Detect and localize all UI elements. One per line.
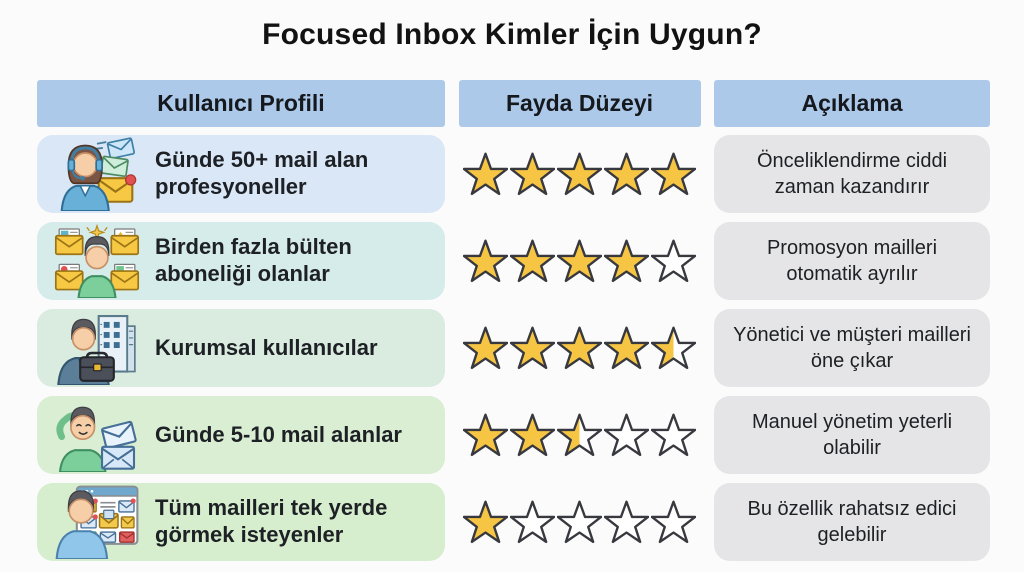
star-icon [463,152,508,196]
casual-user-few-emails-icon [43,396,151,474]
explanation-cell: Promosyon mailleri otomatik ayrılır [714,222,990,300]
corporate-user-icon [43,309,151,387]
star-icon [651,152,696,196]
star-icon [604,500,649,544]
table-row: Kurumsal kullanıcılar Yönetici ve müşter… [37,309,990,387]
star-icon [463,239,508,283]
star-icon [651,326,696,370]
table-body: Günde 50+ mail alan profesyoneller Öncel… [37,135,990,561]
star-rating [459,396,701,474]
star-icon [651,500,696,544]
profile-label: Tüm mailleri tek yerde görmek isteyenler [155,495,388,547]
profile-cell: Günde 50+ mail alan profesyoneller [37,135,445,213]
table-row: Birden fazla bülten aboneliği olanlar Pr… [37,222,990,300]
explanation-cell: Manuel yönetim yeterli olabilir [714,396,990,474]
star-icon [463,326,508,370]
header-user-profile: Kullanıcı Profili [37,80,445,127]
star-icon [557,326,602,370]
profile-cell: Günde 5-10 mail alanlar [37,396,445,474]
star-icon [510,413,555,457]
page-title: Focused Inbox Kimler İçin Uygun? [262,18,762,51]
star-icon [651,413,696,457]
star-icon [510,326,555,370]
star-rating [459,222,701,300]
table-row: Günde 50+ mail alan profesyoneller Öncel… [37,135,990,213]
profile-label: Günde 50+ mail alan profesyoneller [155,147,369,199]
star-icon [604,326,649,370]
support-agent-with-emails-icon [43,135,151,213]
header-benefit-level: Fayda Düzeyi [458,80,701,127]
star-icon [557,413,602,457]
star-icon [604,239,649,283]
explanation-cell: Bu özellik rahatsız edici gelebilir [714,483,990,561]
star-icon [510,152,555,196]
profile-cell: Birden fazla bülten aboneliği olanlar [37,222,445,300]
profile-cell: Kurumsal kullanıcılar [37,309,445,387]
header-explanation: Açıklama [714,80,990,127]
all-mail-single-view-icon [43,483,151,561]
star-icon [510,500,555,544]
star-icon [604,413,649,457]
star-icon [463,500,508,544]
star-icon [604,152,649,196]
table-row: Tüm mailleri tek yerde görmek isteyenler… [37,483,990,561]
explanation-cell: Yönetici ve müşteri mailleri öne çıkar [714,309,990,387]
profile-label: Birden fazla bülten aboneliği olanlar [155,234,352,286]
star-rating [459,483,701,561]
profile-label: Kurumsal kullanıcılar [155,334,378,360]
profile-cell: Tüm mailleri tek yerde görmek isteyenler [37,483,445,561]
explanation-cell: Önceliklendirme ciddi zaman kazandırır [714,135,990,213]
star-rating [459,135,701,213]
table-header-row: Kullanıcı Profili Fayda Düzeyi Açıklama [37,80,990,127]
star-icon [557,239,602,283]
star-rating [459,309,701,387]
newsletter-subscriber-icon [43,222,151,300]
star-icon [557,500,602,544]
star-icon [651,239,696,283]
star-icon [463,413,508,457]
star-icon [557,152,602,196]
comparison-table: Kullanıcı Profili Fayda Düzeyi Açıklama [37,80,990,561]
star-icon [510,239,555,283]
table-row: Günde 5-10 mail alanlar Manuel yönetim y… [37,396,990,474]
profile-label: Günde 5-10 mail alanlar [155,421,402,447]
